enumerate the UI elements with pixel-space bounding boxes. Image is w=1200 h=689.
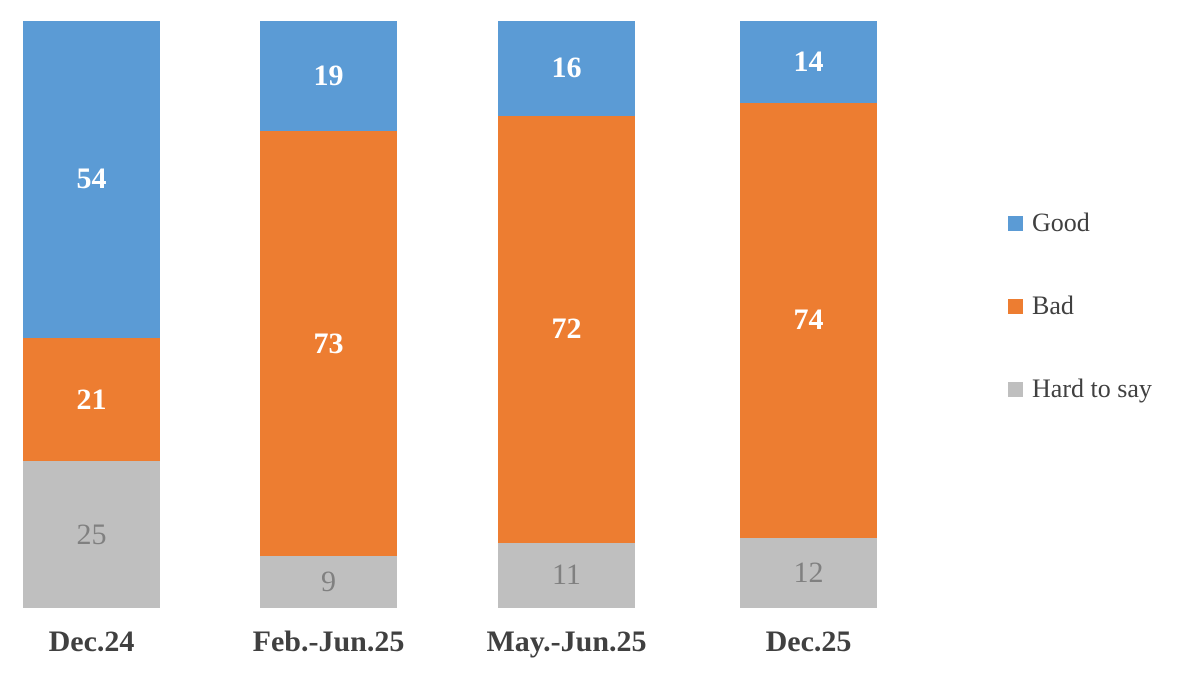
- segment-value-label: 74: [793, 303, 824, 337]
- legend-swatch-icon: [1008, 298, 1023, 314]
- segment-value-label: 19: [313, 59, 344, 93]
- x-axis-category-label: May.-Jun.25: [486, 625, 647, 658]
- legend: Good Bad Hard to say: [1008, 0, 1200, 689]
- legend-item-good: Good: [1008, 208, 1090, 238]
- legend-label: Bad: [1032, 291, 1074, 320]
- bar-segment-good: 54: [23, 21, 160, 338]
- legend-item-hard-to-say: Hard to say: [1008, 374, 1152, 404]
- bar-segment-hard-to-say: 9: [260, 555, 397, 608]
- segment-value-label: 21: [76, 382, 107, 416]
- segment-value-label: 14: [793, 45, 824, 79]
- segment-value-label: 25: [76, 517, 107, 551]
- segment-value-label: 54: [76, 162, 107, 196]
- legend-label: Hard to say: [1032, 374, 1152, 403]
- bar-segment-bad: 72: [498, 115, 635, 543]
- segment-value-label: 72: [551, 312, 582, 346]
- plot-area: 54 21 25 Dec.24 19 73 9 Feb.-Jun.25 16 72 11 May.-J…: [23, 21, 877, 658]
- bar-segment-hard-to-say: 25: [23, 461, 160, 608]
- x-axis-category-label: Dec.24: [48, 625, 135, 658]
- stacked-bar-Feb.-Jun.25: 19 73 9: [260, 21, 397, 608]
- bar-segment-bad: 74: [740, 103, 877, 538]
- bar-segment-good: 14: [740, 21, 877, 104]
- legend-swatch-icon: [1008, 381, 1023, 397]
- x-axis-category-label: Dec.25: [765, 625, 852, 658]
- segment-value-label: 11: [552, 558, 581, 592]
- x-axis-category-label: Feb.-Jun.25: [252, 625, 405, 658]
- segment-value-label: 12: [793, 555, 824, 589]
- bar-segment-hard-to-say: 12: [740, 537, 877, 608]
- bar-segment-good: 19: [260, 21, 397, 132]
- bar-segment-bad: 73: [260, 131, 397, 556]
- legend-item-bad: Bad: [1008, 291, 1074, 321]
- segment-value-label: 9: [321, 564, 336, 598]
- segment-value-label: 73: [313, 326, 344, 360]
- segment-value-label: 16: [551, 51, 582, 85]
- bar-segment-bad: 21: [23, 337, 160, 462]
- stacked-bar-Dec.25: 14 74 12: [740, 21, 877, 608]
- legend-swatch-icon: [1008, 215, 1023, 231]
- stacked-bar-May.-Jun.25: 16 72 11: [498, 21, 635, 608]
- bar-segment-hard-to-say: 11: [498, 542, 635, 608]
- stacked-bar-Dec.24: 54 21 25: [23, 21, 160, 608]
- legend-label: Good: [1032, 208, 1090, 237]
- bar-segment-good: 16: [498, 21, 635, 116]
